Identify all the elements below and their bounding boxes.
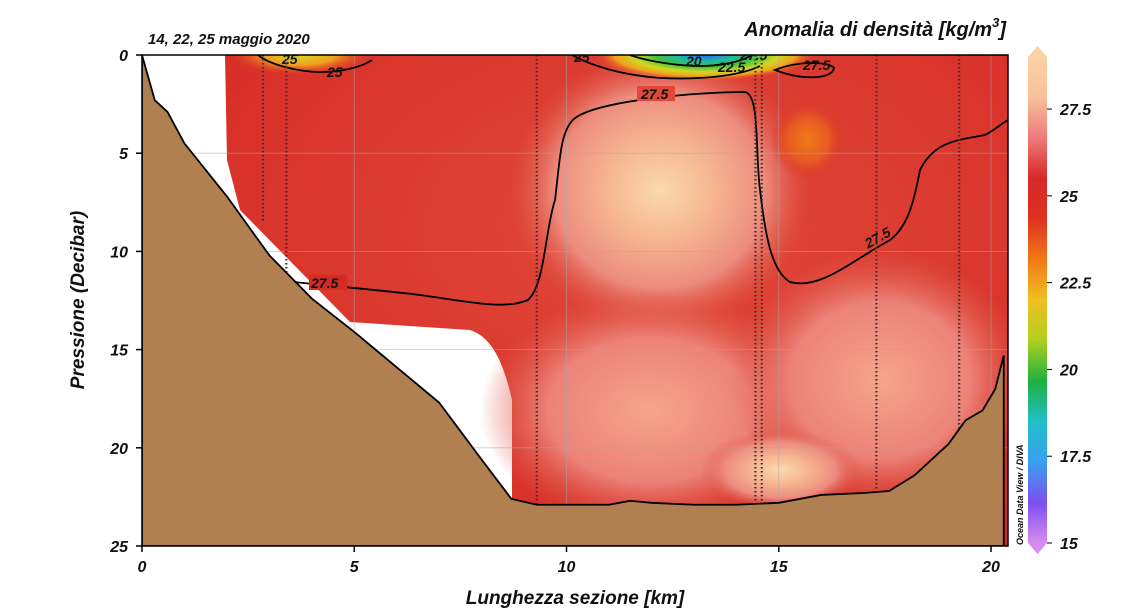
colorbar-extend-bottom bbox=[1028, 543, 1047, 554]
contour-label: 25 bbox=[573, 49, 590, 65]
warm-core-central bbox=[510, 55, 810, 330]
y-tick-label: 5 bbox=[119, 146, 129, 163]
y-axis-ticks: 0 5 10 15 20 25 bbox=[109, 48, 142, 556]
x-tick-label: 0 bbox=[138, 559, 147, 576]
y-axis-title: Pressione (Decibar) bbox=[68, 211, 89, 389]
contour-label: 27.5 bbox=[310, 275, 338, 291]
surface-low-density-center bbox=[595, 55, 815, 81]
x-tick-label: 20 bbox=[981, 559, 1000, 576]
colorbar-tick-label: 17.5 bbox=[1060, 449, 1092, 466]
orange-patch bbox=[770, 100, 846, 180]
x-tick-label: 10 bbox=[558, 559, 576, 576]
contour-27.5-small-loop bbox=[772, 62, 835, 79]
warm-core-bottom-right bbox=[700, 430, 860, 510]
colorbar-extend-top bbox=[1028, 46, 1047, 57]
y-tick-label: 15 bbox=[110, 343, 129, 360]
seafloor-bathymetry bbox=[142, 55, 1005, 546]
colorbar: 15 17.5 20 22.5 25 27.5 bbox=[1028, 46, 1092, 554]
contour-label: 25 bbox=[281, 51, 298, 67]
y-tick-label: 10 bbox=[110, 244, 128, 261]
contour-label: 20 bbox=[685, 53, 702, 69]
colorbar-tick-label: 22.5 bbox=[1059, 276, 1092, 293]
contour-25-left bbox=[257, 55, 373, 73]
contour-27.5-main bbox=[284, 91, 1008, 306]
chart-subtitle: 14, 22, 25 maggio 2020 bbox=[148, 31, 310, 48]
contour-label: 22.5 bbox=[717, 59, 745, 75]
plot-area: 27.5 27.5 27.5 27.5 25 25 20 22.5 25 27.… bbox=[142, 47, 1008, 546]
colorbar-gradient bbox=[1028, 57, 1047, 543]
contour-label: 27.5 bbox=[640, 86, 668, 102]
colorbar-ticks: 15 17.5 20 22.5 25 27.5 bbox=[1047, 102, 1092, 553]
chart-title: Anomalia di densità [kg/m3] bbox=[743, 15, 1007, 41]
contour-label: 27.5 bbox=[739, 47, 767, 63]
colorbar-tick-label: 25 bbox=[1059, 189, 1079, 206]
x-axis-title: Lunghezza sezione [km] bbox=[466, 588, 685, 609]
y-tick-label: 0 bbox=[119, 48, 128, 65]
ocean-data-view-watermark: Ocean Data View / DIVA bbox=[1015, 444, 1025, 545]
x-axis-ticks: 0 5 10 15 20 bbox=[138, 546, 1000, 576]
density-field bbox=[225, 55, 1008, 546]
contour-20-center bbox=[629, 55, 751, 67]
contour-lines bbox=[257, 55, 1008, 306]
contour-label: 25 bbox=[326, 64, 343, 80]
contour-label: 27.5 bbox=[802, 57, 830, 73]
y-tick-label: 25 bbox=[109, 539, 129, 556]
x-tick-label: 15 bbox=[770, 559, 789, 576]
plot-frame bbox=[141, 54, 1009, 547]
y-tick-label: 20 bbox=[109, 441, 128, 458]
contour-25-center bbox=[571, 55, 761, 80]
colorbar-tick-label: 27.5 bbox=[1059, 102, 1092, 119]
colorbar-tick-label: 20 bbox=[1059, 362, 1078, 379]
colorbar-tick-label: 15 bbox=[1060, 536, 1079, 553]
station-profiles bbox=[261, 55, 961, 505]
x-tick-label: 5 bbox=[350, 559, 360, 576]
